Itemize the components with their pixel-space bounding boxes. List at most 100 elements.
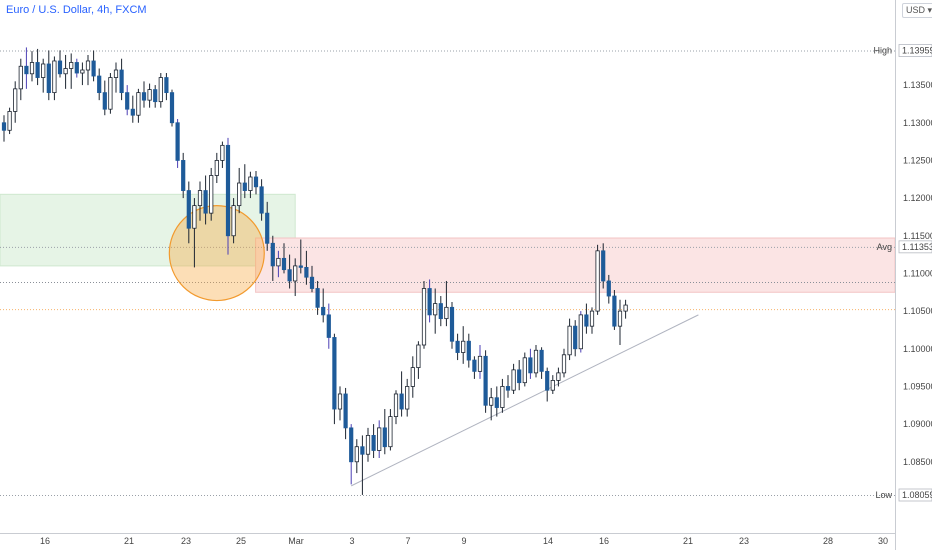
x-tick-label: 21 bbox=[124, 536, 134, 546]
candle bbox=[203, 190, 208, 214]
candle bbox=[231, 205, 236, 237]
price-tag-box bbox=[898, 488, 932, 502]
candle bbox=[164, 77, 169, 94]
candle bbox=[259, 186, 264, 214]
x-tick-label: 23 bbox=[739, 536, 749, 546]
candle bbox=[365, 435, 371, 455]
candle bbox=[18, 65, 23, 90]
y-tick-label: 1.12000 bbox=[903, 193, 932, 203]
candle bbox=[455, 340, 460, 353]
x-tick-label: 21 bbox=[683, 536, 693, 546]
price-tag-name: Avg bbox=[877, 242, 892, 252]
candle bbox=[528, 357, 533, 374]
candle bbox=[416, 344, 421, 369]
candle bbox=[315, 288, 320, 308]
price-tag-name: High bbox=[873, 46, 892, 56]
highlight-circle bbox=[168, 205, 265, 302]
candle bbox=[483, 355, 488, 406]
x-tick-label: 16 bbox=[599, 536, 609, 546]
price-tag-value: 1.13959 bbox=[902, 46, 932, 56]
candle bbox=[220, 144, 225, 161]
candle bbox=[181, 160, 186, 191]
x-tick-label: 14 bbox=[543, 536, 553, 546]
candle bbox=[343, 393, 348, 429]
y-tick-label: 1.12500 bbox=[903, 155, 932, 165]
candle bbox=[186, 190, 191, 229]
candle bbox=[80, 69, 85, 74]
candle bbox=[108, 77, 113, 110]
candle bbox=[63, 68, 68, 75]
x-tick-label: 7 bbox=[405, 536, 410, 546]
candle bbox=[321, 306, 326, 316]
candle bbox=[332, 337, 337, 410]
candle bbox=[393, 393, 399, 417]
candle bbox=[69, 62, 74, 69]
candle bbox=[119, 69, 124, 94]
candle bbox=[237, 182, 242, 207]
y-tick-label: 1.09500 bbox=[903, 381, 932, 391]
candle bbox=[511, 369, 516, 391]
candle bbox=[505, 386, 511, 391]
x-tick-label: 9 bbox=[461, 536, 466, 546]
candle bbox=[41, 63, 46, 78]
x-tick-label: 28 bbox=[823, 536, 833, 546]
candle bbox=[472, 359, 477, 372]
y-tick-label: 1.11500 bbox=[903, 231, 932, 241]
candle bbox=[153, 89, 158, 103]
candle bbox=[326, 314, 331, 338]
candle bbox=[533, 349, 539, 374]
candle bbox=[141, 92, 147, 101]
candle bbox=[466, 340, 471, 361]
candle bbox=[125, 92, 130, 110]
candle bbox=[209, 175, 214, 214]
candle bbox=[489, 397, 494, 406]
x-tick-label: 30 bbox=[878, 536, 888, 546]
price-tag-box bbox=[898, 44, 932, 57]
candle bbox=[97, 75, 102, 94]
candle bbox=[113, 69, 119, 78]
candle bbox=[1, 122, 7, 131]
candle bbox=[74, 62, 79, 74]
y-tick-label: 1.13500 bbox=[903, 80, 932, 90]
candle bbox=[287, 269, 292, 282]
candle bbox=[225, 144, 231, 237]
candle bbox=[449, 306, 455, 342]
candle bbox=[349, 427, 354, 463]
candle bbox=[276, 257, 281, 267]
candle bbox=[102, 92, 107, 110]
candle bbox=[85, 60, 91, 71]
candle bbox=[24, 65, 29, 75]
candle bbox=[550, 380, 555, 391]
currency-button[interactable]: USD ▾ bbox=[902, 3, 932, 18]
x-tick-label: 16 bbox=[40, 536, 50, 546]
candle bbox=[214, 160, 219, 176]
candle bbox=[377, 427, 382, 451]
trendline bbox=[350, 314, 699, 487]
candle bbox=[433, 303, 438, 316]
candle bbox=[360, 446, 365, 455]
candle bbox=[573, 325, 578, 350]
candle bbox=[561, 354, 567, 374]
price-tag-name: Low bbox=[875, 490, 892, 500]
y-tick-label: 1.11000 bbox=[903, 268, 932, 278]
candle bbox=[136, 92, 141, 116]
candle bbox=[601, 250, 606, 282]
candle bbox=[7, 111, 12, 131]
chart-title: Euro / U.S. Dollar, 4h, FXCM bbox=[6, 4, 147, 16]
candle bbox=[197, 190, 203, 207]
candle bbox=[612, 295, 617, 327]
candle bbox=[91, 60, 96, 77]
candle bbox=[13, 88, 18, 112]
candle bbox=[461, 340, 466, 353]
candle bbox=[388, 416, 393, 448]
price-tag-value: 1.08059 bbox=[902, 490, 932, 500]
candle bbox=[147, 89, 152, 101]
candle bbox=[500, 386, 505, 408]
candle bbox=[595, 250, 600, 312]
candle bbox=[382, 427, 387, 448]
candle bbox=[584, 314, 589, 327]
candle bbox=[242, 182, 247, 191]
candle bbox=[265, 212, 270, 244]
candle bbox=[444, 306, 449, 320]
